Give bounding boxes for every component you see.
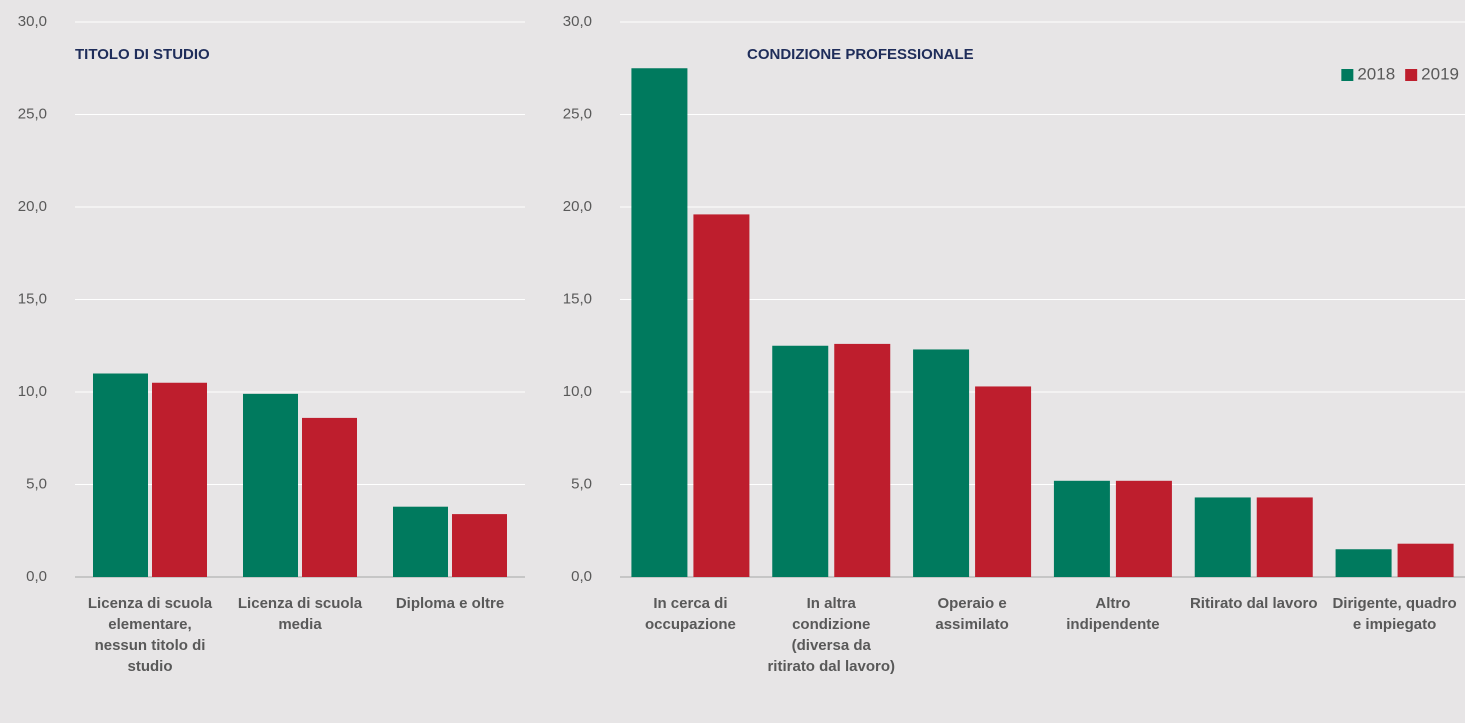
- y-tick-label: 10,0: [18, 383, 47, 400]
- bar: [243, 393, 298, 577]
- y-tick-label: 10,0: [563, 383, 592, 400]
- y-tick-label: 0,0: [571, 568, 592, 585]
- y-tick-label: 30,0: [563, 13, 592, 30]
- bar: [693, 214, 750, 577]
- bar: [913, 349, 970, 577]
- bar: [393, 506, 448, 577]
- y-tick-label: 5,0: [26, 475, 47, 492]
- bar: [1397, 543, 1454, 577]
- x-tick-label: Ritirato dal lavoro: [1189, 595, 1318, 612]
- x-tick-label: Licenza di scuola media: [237, 595, 363, 633]
- y-tick-label: 5,0: [571, 475, 592, 492]
- bar: [1115, 480, 1172, 577]
- bar: [631, 68, 688, 577]
- x-tick-label: Operaio e assimilato: [935, 595, 1009, 633]
- x-tick-label: Altro indipendente: [1066, 595, 1160, 633]
- bar: [302, 417, 357, 577]
- chart-title: TITOLO DI STUDIO: [75, 46, 210, 63]
- x-tick-label: Diploma e oltre: [395, 595, 505, 612]
- y-tick-label: 0,0: [26, 568, 47, 585]
- y-tick-label: 15,0: [18, 290, 47, 307]
- bar: [1256, 497, 1313, 577]
- chart-title: CONDIZIONE PROFESSIONALE: [747, 46, 974, 63]
- bar: [834, 343, 891, 577]
- x-tick-label: In cerca di occupazione: [644, 595, 736, 633]
- x-tick-label: Dirigente, quadro e impiegato: [1332, 595, 1457, 633]
- bar: [93, 373, 148, 577]
- legend-swatch: [1405, 69, 1418, 81]
- bar: [1194, 497, 1251, 577]
- y-tick-label: 20,0: [563, 198, 592, 215]
- y-tick-label: 20,0: [18, 198, 47, 215]
- bar: [975, 386, 1032, 577]
- bar: [452, 514, 507, 577]
- x-tick-label: Licenza di scuola elementare, nessun tit…: [87, 595, 213, 675]
- y-tick-label: 25,0: [18, 105, 47, 122]
- bar: [1053, 480, 1110, 577]
- x-tick-label: In altra condizione (diversa da ritirato…: [767, 595, 895, 675]
- bar: [772, 345, 829, 577]
- legend-swatch: [1341, 69, 1354, 81]
- bar: [152, 382, 207, 577]
- y-tick-label: 25,0: [563, 105, 592, 122]
- y-tick-label: 15,0: [563, 290, 592, 307]
- legend-label: 2018: [1357, 64, 1395, 83]
- legend-label: 2019: [1421, 64, 1459, 83]
- bar: [1335, 549, 1392, 577]
- y-tick-label: 30,0: [18, 13, 47, 30]
